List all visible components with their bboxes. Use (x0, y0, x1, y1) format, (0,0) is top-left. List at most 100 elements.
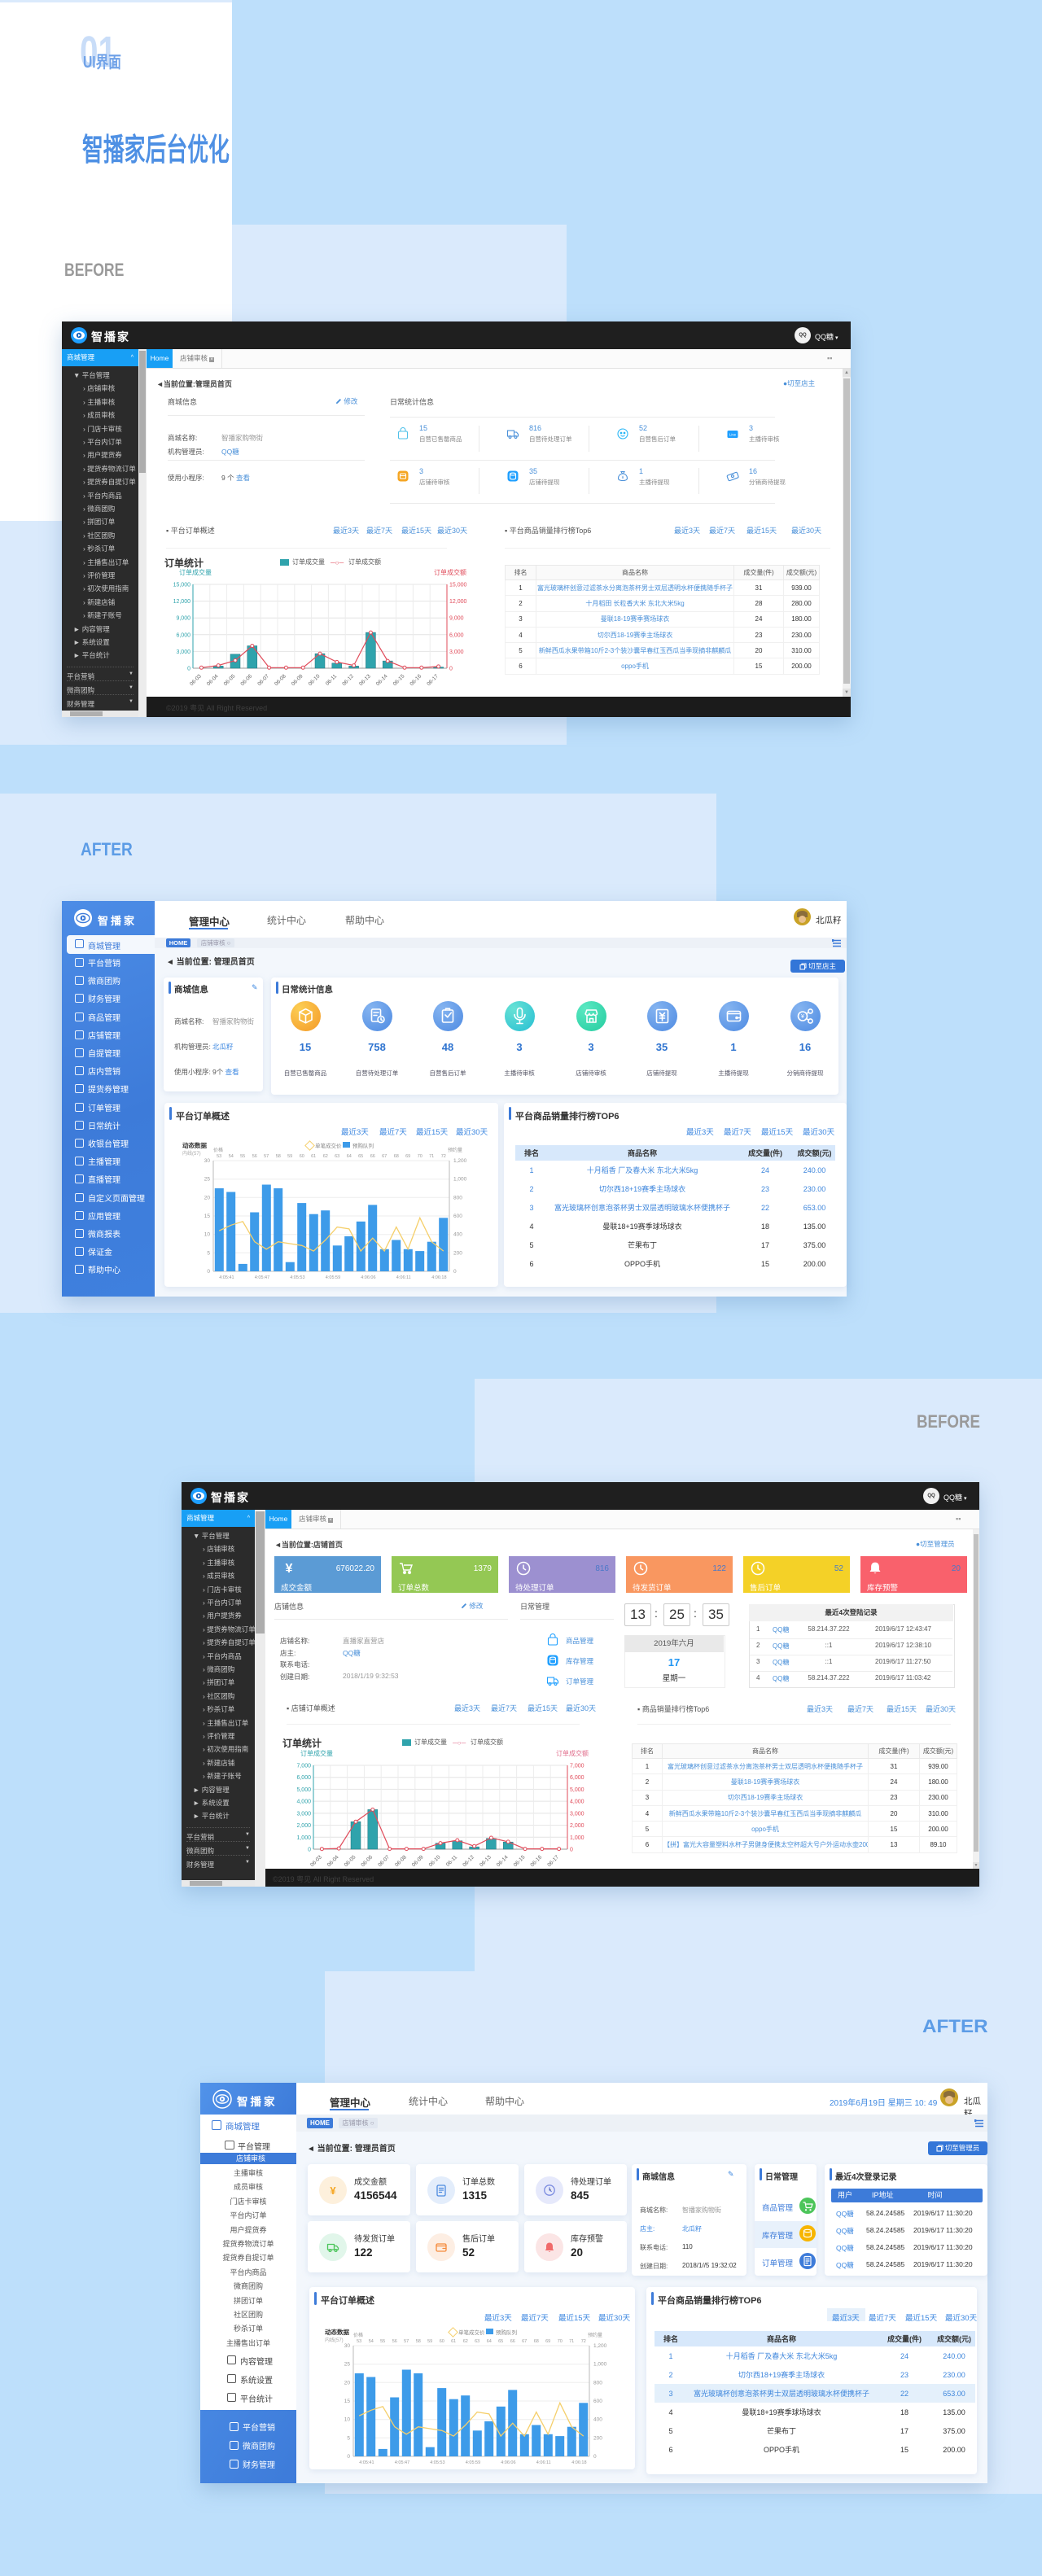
svg-text:62: 62 (463, 2339, 468, 2344)
svg-text:58: 58 (276, 1154, 281, 1159)
svg-text:20: 20 (344, 2380, 351, 2386)
svg-text:06-15: 06-15 (513, 1854, 527, 1868)
svg-text:64: 64 (347, 1154, 352, 1159)
svg-text:4:05:59: 4:05:59 (326, 1275, 340, 1280)
svg-text:0: 0 (449, 667, 453, 672)
svg-text:06-12: 06-12 (341, 673, 355, 687)
svg-text:06-14: 06-14 (375, 673, 389, 687)
svg-text:71: 71 (429, 1154, 434, 1159)
svg-text:56: 56 (392, 2339, 397, 2344)
svg-text:¥: ¥ (330, 2185, 336, 2197)
svg-text:64: 64 (487, 2339, 492, 2344)
svg-text:0: 0 (187, 667, 190, 672)
svg-text:70: 70 (558, 2339, 563, 2344)
svg-text:06-06: 06-06 (361, 1854, 374, 1868)
svg-text:06-12: 06-12 (462, 1854, 475, 1868)
svg-text:66: 66 (510, 2339, 515, 2344)
svg-text:30: 30 (204, 1158, 211, 1164)
svg-text:4:05:47: 4:05:47 (255, 1275, 269, 1280)
svg-text:62: 62 (323, 1154, 328, 1159)
svg-text:4:05:53: 4:05:53 (430, 2460, 444, 2465)
svg-text:7,000: 7,000 (296, 1764, 311, 1769)
svg-text:54: 54 (229, 1154, 234, 1159)
svg-text:06-11: 06-11 (325, 673, 339, 687)
svg-text:4:05:41: 4:05:41 (219, 1275, 234, 1280)
svg-text:1,000: 1,000 (296, 1835, 311, 1841)
svg-text:4:06:06: 4:06:06 (361, 1275, 375, 1280)
svg-text:63: 63 (335, 1154, 339, 1159)
svg-text:¥: ¥ (622, 476, 624, 481)
svg-text:69: 69 (405, 1154, 410, 1159)
svg-text:4:06:06: 4:06:06 (501, 2460, 515, 2465)
svg-text:25: 25 (344, 2362, 351, 2368)
svg-text:67: 67 (382, 1154, 387, 1159)
svg-text:72: 72 (581, 2339, 586, 2344)
svg-text:3,000: 3,000 (176, 649, 190, 655)
svg-text:7,000: 7,000 (570, 1764, 584, 1769)
svg-text:65: 65 (358, 1154, 363, 1159)
svg-text:4:05:59: 4:05:59 (466, 2460, 480, 2465)
svg-text:4:06:18: 4:06:18 (431, 1275, 446, 1280)
svg-text:15: 15 (344, 2399, 351, 2404)
svg-text:12,000: 12,000 (173, 599, 191, 605)
svg-text:600: 600 (453, 1214, 462, 1219)
svg-text:55: 55 (240, 1154, 245, 1159)
svg-text:预约量: 预约量 (588, 2332, 602, 2338)
svg-text:59: 59 (287, 1154, 292, 1159)
svg-text:71: 71 (569, 2339, 574, 2344)
svg-text:60: 60 (440, 2339, 444, 2344)
svg-text:0: 0 (570, 1848, 573, 1853)
svg-text:价格: 价格 (353, 2332, 363, 2338)
svg-text:06-05: 06-05 (344, 1854, 357, 1868)
svg-text:06-03: 06-03 (189, 673, 203, 687)
svg-text:9,000: 9,000 (176, 616, 190, 622)
svg-text:06-04: 06-04 (326, 1854, 340, 1868)
svg-text:6,000: 6,000 (176, 632, 190, 638)
svg-text:0: 0 (453, 1269, 457, 1275)
svg-text:0: 0 (593, 2454, 597, 2460)
svg-text:600: 600 (593, 2399, 602, 2404)
svg-text:57: 57 (264, 1154, 269, 1159)
svg-text:58: 58 (416, 2339, 421, 2344)
svg-text:06-16: 06-16 (409, 673, 423, 687)
svg-text:66: 66 (370, 1154, 375, 1159)
svg-text:06-08: 06-08 (274, 673, 287, 687)
svg-text:6,000: 6,000 (296, 1775, 311, 1781)
svg-text:400: 400 (453, 1232, 462, 1238)
svg-text:800: 800 (593, 2380, 602, 2386)
svg-text:4:05:41: 4:05:41 (359, 2460, 374, 2465)
svg-text:3,000: 3,000 (296, 1811, 311, 1817)
svg-text:57: 57 (404, 2339, 409, 2344)
svg-text:3,000: 3,000 (570, 1811, 584, 1817)
svg-text:5,000: 5,000 (570, 1787, 584, 1793)
svg-text:800: 800 (453, 1195, 462, 1201)
svg-text:55: 55 (380, 2339, 385, 2344)
svg-text:06-10: 06-10 (428, 1854, 442, 1868)
svg-text:06-13: 06-13 (479, 1854, 493, 1868)
svg-text:4:06:11: 4:06:11 (536, 2460, 551, 2465)
svg-text:61: 61 (311, 1154, 316, 1159)
svg-text:53: 53 (217, 1154, 221, 1159)
svg-text:06-09: 06-09 (411, 1854, 425, 1868)
svg-text:06-14: 06-14 (496, 1854, 510, 1868)
svg-text:15,000: 15,000 (449, 583, 467, 588)
svg-text:4:05:53: 4:05:53 (290, 1275, 304, 1280)
svg-text:5,000: 5,000 (296, 1787, 311, 1793)
svg-text:59: 59 (427, 2339, 432, 2344)
svg-text:6,000: 6,000 (570, 1775, 584, 1781)
svg-text:06-10: 06-10 (308, 673, 322, 687)
svg-text:06-04: 06-04 (206, 673, 220, 687)
svg-text:1,200: 1,200 (593, 2343, 607, 2349)
svg-text:56: 56 (252, 1154, 257, 1159)
svg-text:65: 65 (498, 2339, 503, 2344)
svg-text:15,000: 15,000 (173, 583, 191, 588)
svg-text:68: 68 (534, 2339, 539, 2344)
svg-text:06-06: 06-06 (240, 673, 254, 687)
svg-text:2,000: 2,000 (570, 1823, 584, 1829)
svg-text:5: 5 (207, 1250, 210, 1256)
svg-text:53: 53 (357, 2339, 361, 2344)
svg-text:06-08: 06-08 (394, 1854, 408, 1868)
svg-text:4:06:18: 4:06:18 (571, 2460, 586, 2465)
svg-text:9,000: 9,000 (449, 616, 464, 622)
svg-text:4:05:47: 4:05:47 (395, 2460, 409, 2465)
